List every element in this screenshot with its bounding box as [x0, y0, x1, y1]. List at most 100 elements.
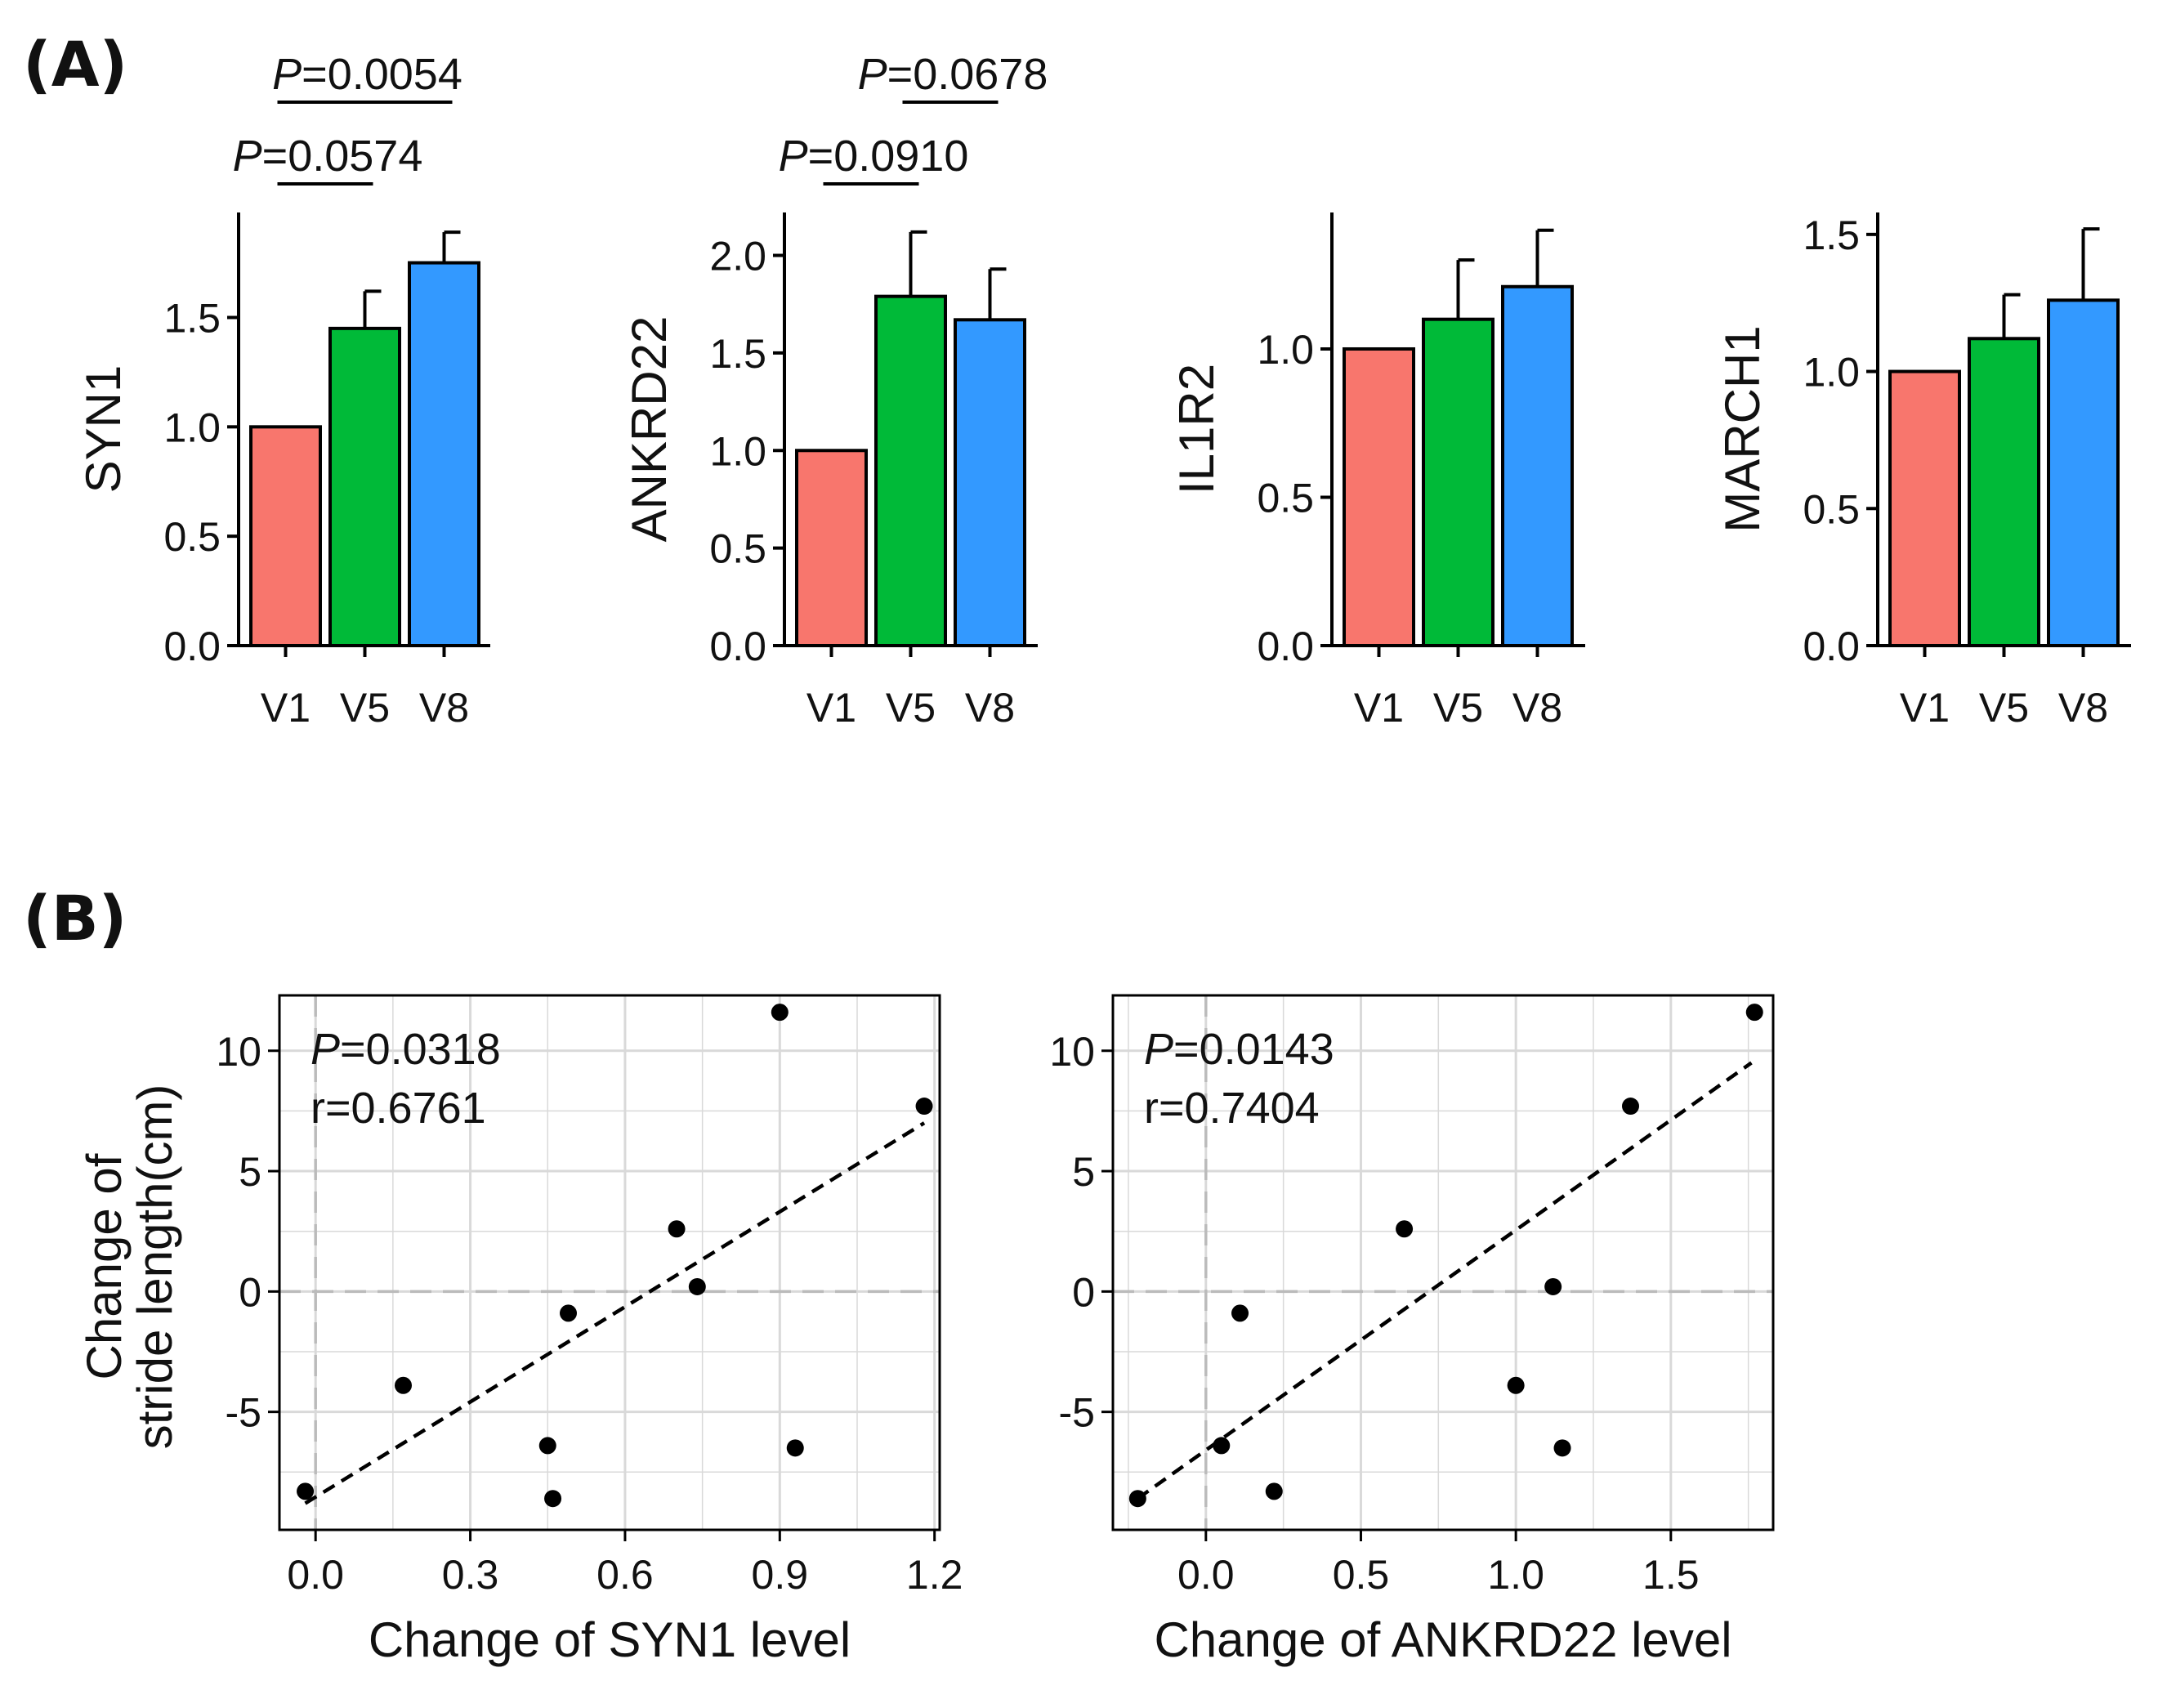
x-tick-label-v8: V8	[1512, 685, 1562, 731]
bar-chart-march1: V1 V5 V8 0.0 0.5 1.0 1.5 MARCH1	[1715, 212, 2131, 731]
data-point	[1622, 1098, 1640, 1116]
y-tick-label: 0.0	[709, 624, 766, 669]
data-point	[1544, 1277, 1562, 1295]
data-point	[1265, 1482, 1283, 1500]
panel-label-a: (A)	[23, 28, 127, 101]
data-point	[1507, 1376, 1525, 1394]
y-tick-label: -5	[1059, 1390, 1095, 1436]
p-value-label-italic-p: P	[858, 50, 887, 99]
y-tick-label: 1.0	[1803, 350, 1860, 396]
y-tick-label: 2.0	[709, 234, 766, 279]
bar-v1	[1343, 347, 1415, 647]
p-value-label: P=0.0678	[858, 50, 1048, 99]
p-value-label-value: =0.0054	[302, 50, 462, 99]
bar-v8	[954, 318, 1026, 647]
p-value-label: P=0.0318	[311, 1025, 501, 1074]
data-point	[395, 1376, 412, 1394]
plot-frame	[1111, 994, 1775, 1531]
x-tick-label-v5: V5	[340, 685, 390, 731]
y-axis-title: MARCH1	[1715, 325, 1770, 532]
y-tick-label: 1.5	[709, 331, 766, 377]
p-value-label: P=0.0054	[272, 50, 462, 99]
y-tick-label: -5	[226, 1390, 261, 1436]
data-point	[538, 1437, 556, 1455]
y-axis-title-line-1: Change of	[77, 1153, 132, 1379]
p-value-label: P=0.0574	[233, 132, 423, 181]
x-tick-label: 1.5	[1642, 1552, 1700, 1598]
y-tick-label: 5	[239, 1149, 261, 1195]
p-value-label: P=0.0910	[779, 132, 969, 181]
y-tick-label: 1.5	[1803, 212, 1860, 258]
x-axis-title: Change of ANKRD22 level	[1154, 1612, 1731, 1667]
regression-line	[304, 1121, 926, 1505]
y-tick-label: 0.5	[1257, 475, 1314, 521]
bar-v5	[1422, 317, 1495, 647]
x-tick-label-v8: V8	[419, 685, 469, 731]
data-point	[544, 1490, 562, 1508]
bar-v1	[249, 425, 322, 647]
x-tick-label: 0.9	[752, 1552, 809, 1598]
p-value-label-value: =0.0910	[808, 132, 969, 181]
bar-chart-il1r2: V1 V5 V8 0.0 0.5 1.0 IL1R2	[1169, 212, 1585, 731]
y-tick-label: 10	[216, 1029, 261, 1075]
p-value-label: P=0.0143	[1144, 1025, 1334, 1074]
scatter-chart-1: 0.0 0.3 0.6 0.9 1.2 -5 0 5 10 P=0.0318 r=0.6761 Cha…	[77, 994, 963, 1667]
x-tick-label-v1: V1	[1900, 685, 1950, 731]
y-tick-label: 0	[239, 1269, 261, 1315]
data-point	[688, 1277, 706, 1295]
y-tick-label: 1.0	[709, 428, 766, 474]
x-tick-label: 0.0	[1177, 1552, 1235, 1598]
bar-v8	[2047, 298, 2120, 647]
y-tick-label: 5	[1072, 1149, 1095, 1195]
y-axis-title: SYN1	[76, 365, 131, 494]
p-value-label-italic-p: P	[233, 132, 262, 181]
x-tick-label-v5: V5	[1433, 685, 1483, 731]
y-axis-title-line-2: stride length(cm)	[127, 1084, 182, 1450]
p-value-label-value: =0.0678	[887, 50, 1048, 99]
data-point	[1213, 1437, 1231, 1455]
y-tick-label: 1.5	[163, 295, 221, 341]
plot-frame	[278, 994, 941, 1531]
scatter-chart-2: 0.0 0.5 1.0 1.5 -5 0 5 10 P=0.0143 r=0.7404 Change…	[1049, 994, 1775, 1667]
x-tick-label-v1: V1	[806, 685, 856, 731]
bar-v1	[1888, 369, 1961, 647]
y-tick-label: 0.0	[1803, 624, 1860, 669]
data-point	[560, 1304, 577, 1322]
regression-line	[1137, 1061, 1753, 1500]
data-point	[1231, 1304, 1249, 1322]
x-tick-label-v8: V8	[965, 685, 1015, 731]
y-tick-label: 0.5	[709, 526, 766, 572]
x-tick-label: 0.5	[1333, 1552, 1390, 1598]
x-tick-label-v1: V1	[261, 685, 311, 731]
bar-v5	[1968, 337, 2040, 647]
p-value-label-value: =0.0143	[1173, 1025, 1334, 1074]
x-axis-title: Change of SYN1 level	[369, 1612, 851, 1667]
p-value-label-italic-p: P	[311, 1025, 340, 1074]
y-tick-label: 1.0	[163, 405, 221, 450]
data-point	[1396, 1220, 1414, 1238]
x-tick-label: 1.2	[906, 1552, 963, 1598]
data-point	[915, 1098, 933, 1116]
y-tick-label: 0.5	[163, 514, 221, 560]
panel-label-b: (B)	[23, 882, 127, 955]
y-tick-label: 0.5	[1803, 486, 1860, 532]
data-point	[771, 1004, 789, 1022]
bar-v5	[328, 326, 401, 647]
p-value-label-value: =0.0574	[262, 132, 423, 181]
p-value-label-italic-p: P	[1144, 1025, 1173, 1074]
data-point	[786, 1439, 804, 1457]
x-tick-label-v8: V8	[2058, 685, 2108, 731]
r-value-label: r=0.6761	[311, 1084, 486, 1133]
x-tick-label: 0.0	[287, 1552, 344, 1598]
bar-v1	[795, 449, 868, 648]
y-tick-label: 0.0	[163, 624, 221, 669]
data-point	[297, 1482, 315, 1500]
bar-v8	[1501, 284, 1574, 647]
x-tick-label-v1: V1	[1354, 685, 1404, 731]
bar-v8	[408, 261, 480, 647]
data-point	[1553, 1439, 1571, 1457]
x-tick-label: 0.6	[596, 1552, 654, 1598]
data-point	[668, 1220, 686, 1238]
